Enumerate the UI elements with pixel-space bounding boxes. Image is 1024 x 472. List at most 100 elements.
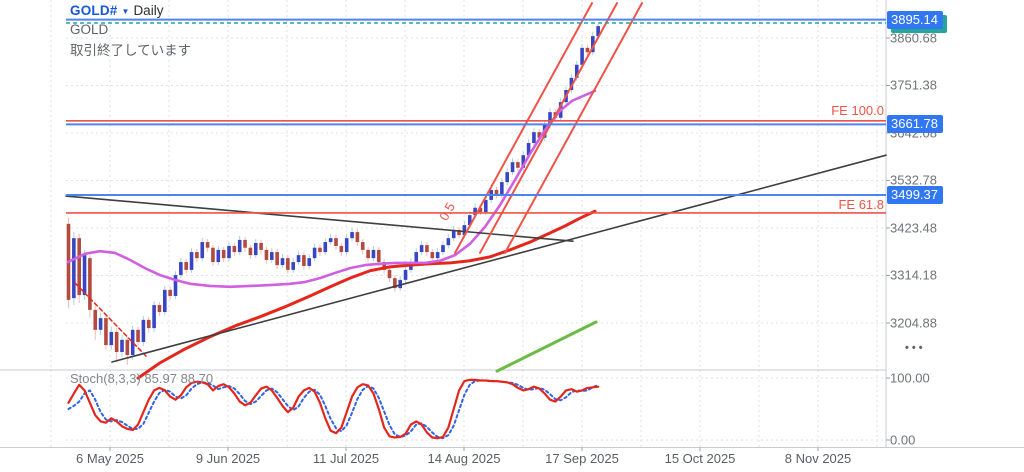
candle-bull: [270, 252, 274, 260]
candle-bear: [264, 249, 269, 260]
more-options-indicator: •••: [905, 342, 926, 354]
stoch-k-line: [67, 378, 600, 440]
candle-bull: [130, 329, 135, 356]
candle-bear: [334, 238, 338, 246]
candle-bull: [580, 47, 584, 65]
green-ma-segment: [495, 320, 598, 373]
candle-bear: [377, 249, 381, 263]
candle-bear: [355, 232, 360, 243]
candle-bear: [243, 239, 247, 248]
candle-bull: [120, 339, 124, 353]
price-tick-label: 3751.38: [890, 77, 937, 93]
candle-bull: [467, 215, 472, 226]
candle-bull: [296, 255, 301, 263]
price-tick-label: 3314.18: [890, 267, 937, 283]
candle-bear: [93, 309, 98, 330]
candle-bull: [109, 332, 114, 346]
stoch-scale-label: 100.00: [890, 370, 930, 386]
candle-bull: [179, 262, 183, 276]
candle-bull: [237, 239, 242, 253]
price-tick-label: 3423.48: [890, 220, 937, 236]
date-label: 6 May 2025: [76, 451, 144, 466]
red-dashed-trendline: [74, 282, 149, 359]
candle-bear: [393, 278, 397, 289]
candle-bear: [494, 189, 499, 196]
chevron-down-icon[interactable]: ▼: [121, 7, 130, 16]
candle-bear: [537, 132, 542, 138]
candle-bull: [521, 155, 526, 168]
date-label: 11 Jul 2025: [312, 451, 380, 466]
candle-bull: [371, 249, 376, 259]
candle-bear: [366, 249, 370, 259]
timeframe-label[interactable]: Daily: [133, 3, 164, 18]
symbol-selector[interactable]: GOLD# ▼ Daily: [70, 3, 163, 18]
candle-bull: [398, 279, 402, 289]
candle-bear: [211, 247, 215, 263]
candle-bull: [505, 172, 509, 183]
candle-bull: [473, 207, 477, 216]
candle-bull: [307, 258, 312, 266]
candle-bear: [360, 242, 365, 250]
candle-bull: [280, 258, 285, 266]
candle-bear: [146, 319, 151, 329]
candle-bear: [430, 252, 435, 259]
descending-trendline: [65, 195, 574, 243]
price-level-badge: 3499.37: [887, 185, 943, 204]
price-tick-label: 3860.68: [890, 30, 937, 46]
candle-bear: [339, 245, 344, 253]
market-closed-status: 取引終了しています: [70, 43, 192, 58]
candle-bull: [414, 252, 419, 263]
channel-line: [504, 2, 643, 254]
candle-bull: [462, 225, 467, 236]
price-level-badge: 3661.78: [887, 115, 943, 134]
candle-bull: [419, 245, 424, 253]
candle-bear: [516, 162, 520, 168]
ma-slow-red: [136, 209, 597, 380]
candle-bull: [435, 252, 440, 259]
candle-bull: [72, 238, 76, 299]
candle-bull: [574, 64, 579, 78]
candle-bull: [141, 319, 146, 343]
candle-bull: [446, 238, 451, 246]
candle-bear: [585, 47, 590, 53]
symbol-label[interactable]: GOLD#: [70, 3, 118, 18]
price-tick-label: 3204.88: [890, 315, 937, 331]
candle-bear: [125, 339, 130, 356]
candle-bear: [275, 252, 279, 266]
candle-bull: [532, 132, 536, 144]
fib-label-fe618[interactable]: FE 61.8: [838, 197, 884, 212]
candle-bull: [173, 275, 178, 296]
instrument-name: GOLD: [70, 22, 109, 37]
candle-bull: [328, 238, 333, 243]
date-label: 17 Sep 2025: [545, 451, 619, 466]
candle-bear: [104, 318, 108, 346]
candle-bull: [323, 242, 328, 253]
candle-bull: [451, 229, 456, 239]
candle-bear: [195, 252, 199, 259]
candle-bull: [548, 112, 552, 125]
date-label: 9 Jun 2025: [195, 451, 261, 466]
candle-bull: [291, 262, 295, 270]
candle-bull: [441, 245, 445, 253]
candle-bull: [82, 255, 87, 296]
candle-bear: [318, 247, 322, 253]
candle-bear: [457, 229, 461, 236]
candle-bull: [510, 162, 515, 173]
candle-bear: [425, 245, 429, 253]
candle-bear: [77, 238, 81, 296]
candle-bear: [387, 269, 392, 279]
candle-bull: [152, 305, 156, 329]
price-level-badge: 3895.14: [887, 10, 943, 29]
candle-bear: [88, 258, 92, 310]
candle-bull: [344, 238, 349, 253]
stochastic-indicator-label: Stoch(8,3,3) 85.97 88.70: [70, 371, 214, 386]
fib-label-fe100[interactable]: FE 100.0: [831, 103, 884, 118]
candle-bull: [98, 318, 103, 330]
channel-line: [454, 2, 593, 254]
candle-bear: [382, 262, 386, 270]
candle-bear: [221, 249, 226, 259]
candle-bear: [114, 332, 119, 353]
date-label: 8 Nov 2025: [784, 451, 852, 466]
price-tick-label: 3532.78: [890, 172, 937, 188]
